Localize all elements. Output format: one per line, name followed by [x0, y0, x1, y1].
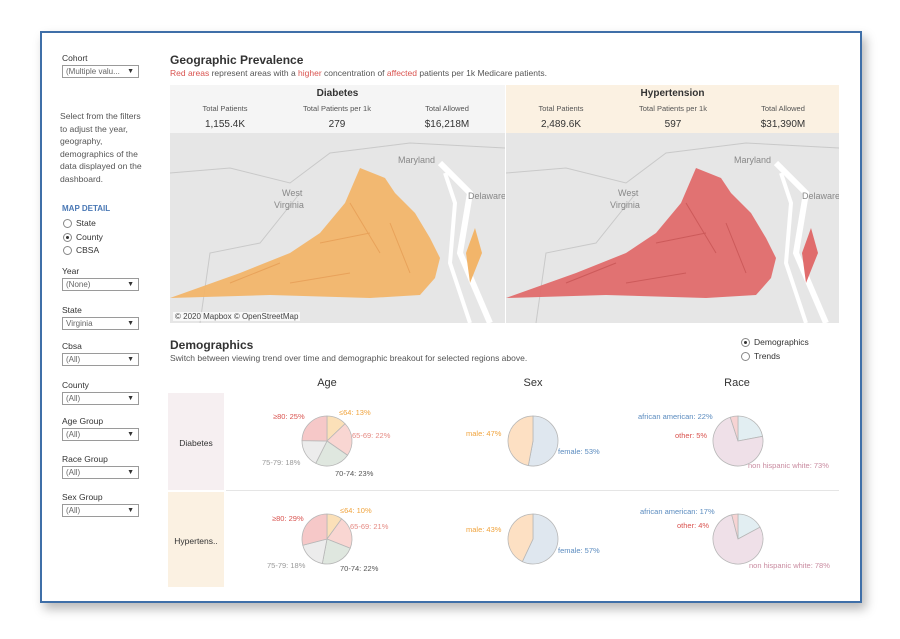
kpi-value: $31,390M: [760, 119, 806, 130]
age-label-7074: 70-74: 22%: [340, 564, 379, 573]
chevron-down-icon: ▼: [127, 469, 134, 476]
diabetes-kpi-title: Diabetes: [316, 88, 359, 99]
chevron-down-icon: ▼: [127, 395, 134, 402]
map-label-delaware: Delaware: [802, 191, 839, 201]
virginia-shape-diabetes: [170, 168, 440, 298]
virginia-shape-hypertension: [506, 168, 776, 298]
race-label-nhw: non hispanic white: 73%: [748, 461, 829, 470]
chevron-down-icon: ▼: [127, 320, 134, 327]
race-group-select[interactable]: (All) ▼: [62, 466, 139, 479]
age-label-ge80: ≥80: 25%: [273, 412, 305, 421]
diabetes-kpi-panel: Diabetes Total Patients Total Patients p…: [170, 85, 505, 133]
year-select[interactable]: (None) ▼: [62, 278, 139, 291]
demographics-subtitle: Switch between viewing trend over time a…: [170, 353, 528, 363]
map-label-virginia: Virginia: [610, 200, 640, 210]
diabetes-map[interactable]: Maryland West Virginia Delaware © 2020 M…: [170, 133, 505, 323]
kpi-value: $16,218M: [424, 119, 470, 130]
demographics-title: Demographics: [170, 338, 254, 352]
kpi-value: 2,489.6K: [540, 119, 582, 130]
map-detail-county-radio[interactable]: County: [63, 232, 103, 242]
toggle-demographics-radio[interactable]: Demographics: [741, 337, 809, 347]
kpi-label: Total Patients per 1k: [639, 104, 707, 113]
kpi-value: 1,155.4K: [204, 119, 246, 130]
sex-group-select[interactable]: (All) ▼: [62, 504, 139, 517]
sex-label-male: male: 43%: [466, 525, 502, 534]
sex-label-female: female: 57%: [558, 546, 600, 555]
row-bg-diabetes: [168, 393, 224, 490]
kpi-label: Total Allowed: [761, 104, 805, 113]
state-select[interactable]: Virginia ▼: [62, 317, 139, 330]
row-divider: [226, 490, 839, 491]
chevron-down-icon: ▼: [127, 507, 134, 514]
col-header-sex: Sex: [523, 377, 543, 389]
age-label-6569: 65-69: 21%: [350, 522, 389, 531]
cohort-label: Cohort: [62, 53, 88, 63]
age-group-select[interactable]: (All) ▼: [62, 428, 139, 441]
geo-title: Geographic Prevalence: [170, 53, 304, 67]
chevron-down-icon: ▼: [127, 68, 134, 75]
diabetes-map-svg: [170, 133, 505, 323]
county-select[interactable]: (All) ▼: [62, 392, 139, 405]
race-label-aa: african american: 17%: [640, 507, 715, 516]
hypertension-kpi-panel: Hypertension Total Patients Total Patien…: [506, 85, 839, 133]
kpi-label: Total Patients per 1k: [303, 104, 371, 113]
map-label-maryland: Maryland: [734, 155, 772, 165]
race-label-aa: african american: 22%: [638, 412, 713, 421]
hypertension-map-svg: [506, 133, 839, 323]
race-group-label: Race Group: [62, 454, 108, 464]
map-detail-cbsa-radio[interactable]: CBSA: [63, 245, 99, 255]
race-label-nhw: non hispanic white: 78%: [749, 561, 830, 570]
sex-label-female: female: 53%: [558, 447, 600, 456]
age-group-label: Age Group: [62, 416, 104, 426]
kpi-value: 279: [328, 119, 346, 130]
race-label-other: other: 5%: [675, 431, 708, 440]
kpi-label: Total Patients: [538, 104, 584, 113]
cbsa-label: Cbsa: [62, 341, 82, 351]
age-label-7579: 75-79: 18%: [262, 458, 301, 467]
row-bg-hypertension: [168, 492, 224, 587]
map-label-delaware: Delaware: [468, 191, 505, 201]
state-label: State: [62, 305, 82, 315]
age-label-7074: 70-74: 23%: [335, 469, 374, 478]
map-detail-title: MAP DETAIL: [62, 204, 111, 213]
map-label-west: West: [618, 188, 639, 198]
age-label-le64: ≤64: 13%: [339, 408, 371, 417]
hypertension-map[interactable]: Maryland West Virginia Delaware: [506, 133, 839, 323]
map-attribution: © 2020 Mapbox © OpenStreetMap: [173, 312, 301, 321]
map-label-maryland: Maryland: [398, 155, 436, 165]
toggle-trends-radio[interactable]: Trends: [741, 351, 780, 361]
sex-label-male: male: 47%: [466, 429, 502, 438]
county-label: County: [62, 380, 89, 390]
cohort-select[interactable]: (Multiple valu... ▼: [62, 65, 139, 78]
row-label-hypertension: Hypertens..: [174, 536, 218, 546]
map-label-west: West: [282, 188, 303, 198]
chevron-down-icon: ▼: [127, 431, 134, 438]
hypertension-kpi-title: Hypertension: [640, 88, 705, 99]
race-label-other: other: 4%: [677, 521, 710, 530]
map-detail-state-radio[interactable]: State: [63, 218, 96, 228]
cbsa-select[interactable]: (All) ▼: [62, 353, 139, 366]
age-label-ge80: ≥80: 29%: [272, 514, 304, 523]
col-header-race: Race: [724, 377, 750, 389]
year-label: Year: [62, 266, 80, 276]
map-label-virginia: Virginia: [274, 200, 304, 210]
kpi-value: 597: [664, 119, 682, 130]
age-label-6569: 65-69: 22%: [352, 431, 391, 440]
age-label-le64: ≤64: 10%: [340, 506, 372, 515]
age-label-7579: 75-79: 18%: [267, 561, 306, 570]
sex-group-label: Sex Group: [62, 492, 103, 502]
chevron-down-icon: ▼: [127, 356, 134, 363]
col-header-age: Age: [317, 377, 337, 389]
kpi-label: Total Allowed: [425, 104, 469, 113]
geo-subtitle: Red areas represent areas with a higher …: [170, 68, 547, 78]
filter-help-text: Select from the filters to adjust the ye…: [60, 111, 142, 184]
chevron-down-icon: ▼: [127, 281, 134, 288]
kpi-label: Total Patients: [202, 104, 248, 113]
row-label-diabetes: Diabetes: [179, 438, 213, 448]
